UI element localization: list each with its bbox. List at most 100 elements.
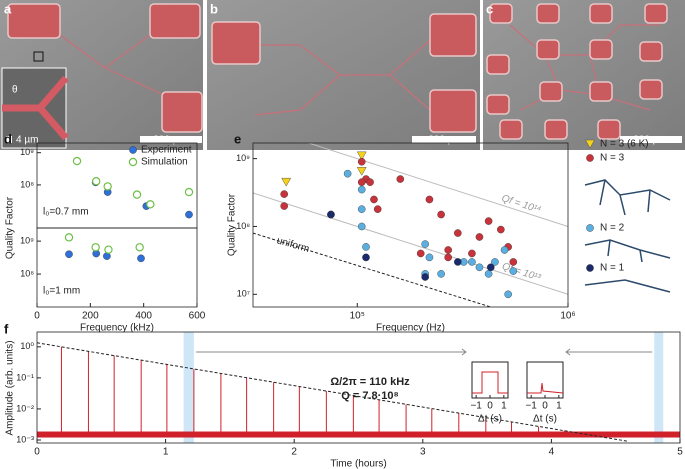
inset-frame	[471, 361, 509, 399]
pad	[211, 21, 261, 65]
noise-floor	[37, 431, 680, 438]
marker	[509, 267, 518, 275]
mode-sketch	[584, 179, 671, 216]
marker	[357, 157, 366, 166]
legend-label: N = 3	[600, 153, 625, 164]
marker	[373, 205, 382, 213]
marker	[444, 246, 452, 254]
highlight-window	[183, 332, 194, 443]
marker	[356, 167, 367, 176]
legend-label: Simulation	[141, 157, 188, 168]
marker	[104, 245, 113, 254]
marker	[491, 258, 499, 266]
y-tick-label: 10⁻²	[16, 403, 34, 413]
annotation: Q = 7.8·10⁸	[341, 390, 398, 402]
angle-label: θ	[12, 85, 18, 96]
marker	[585, 139, 595, 149]
marker	[280, 202, 289, 210]
pad	[149, 3, 201, 39]
plot-area	[253, 143, 568, 307]
axes-frame	[252, 142, 569, 308]
inset-label: Δt (s)	[478, 414, 502, 425]
x-axis-label: Time (hours)	[330, 459, 386, 469]
marker	[500, 246, 509, 254]
marker	[484, 270, 493, 278]
pad	[589, 81, 613, 102]
y-axis-label: Amplitude (arb. units)	[5, 340, 16, 435]
reference-line	[253, 192, 568, 295]
marker	[475, 233, 484, 241]
panel-label: c	[486, 1, 493, 16]
marker	[416, 249, 425, 258]
panel-label: d	[4, 131, 12, 146]
panel-label: f	[4, 321, 9, 336]
pad	[597, 119, 621, 140]
marker	[135, 243, 144, 252]
pad	[486, 94, 510, 115]
marker	[281, 177, 292, 187]
y-tick-label: 10⁸	[20, 179, 34, 189]
pad	[161, 91, 203, 133]
marker	[586, 154, 594, 162]
marker	[65, 250, 73, 259]
marker	[421, 240, 429, 248]
pad	[429, 13, 477, 57]
annotation: l₀=0.7 mm	[43, 207, 89, 218]
scale-bar	[620, 136, 682, 143]
pad	[429, 89, 477, 133]
scale-bar	[6, 136, 12, 143]
x-tick-label: 4	[549, 447, 555, 458]
uniform-line	[253, 232, 491, 307]
pad	[589, 3, 613, 24]
x-tick-label: 0	[34, 311, 40, 322]
marker	[586, 224, 594, 232]
marker	[343, 169, 352, 178]
marker	[132, 190, 142, 199]
x-tick-label: 600	[189, 311, 206, 322]
marker	[185, 210, 193, 219]
marker	[129, 146, 137, 154]
marker	[437, 210, 445, 219]
y-axis-label: Quality Factor	[5, 196, 16, 259]
y-axis-label: Quality Factor	[227, 193, 238, 256]
axes-frame	[36, 227, 198, 308]
marker	[103, 182, 112, 191]
scale-bar-label: 200 µm	[428, 135, 462, 146]
plot-area	[37, 332, 680, 443]
pad	[489, 3, 513, 24]
inset-tick-label: 0	[542, 401, 548, 412]
annotation: l₀=1 mm	[43, 286, 80, 297]
uniform-label: uniform	[275, 235, 310, 255]
marker	[362, 243, 370, 251]
marker	[128, 157, 138, 167]
x-tick-label: 10⁶	[560, 311, 575, 322]
marker	[468, 258, 476, 266]
arrow	[195, 348, 653, 356]
marker	[396, 175, 405, 183]
marker	[497, 225, 505, 234]
marker	[484, 217, 493, 225]
marker	[137, 254, 145, 263]
x-tick-label: 2	[291, 447, 297, 458]
legend-label: N = 2	[600, 223, 625, 234]
inset-tick-label: −1	[525, 401, 537, 412]
x-axis-label: Frequency (Hz)	[376, 323, 445, 334]
highlight-window	[654, 332, 664, 443]
pad	[499, 119, 523, 140]
pad	[486, 54, 510, 75]
inset-tick-label: 1	[501, 401, 507, 412]
inset-tick-label: 1	[556, 401, 562, 412]
pad	[639, 79, 663, 100]
marker	[468, 249, 476, 258]
y-tick-label: 10⁰	[20, 341, 34, 351]
marker	[421, 273, 429, 281]
x-tick-label: 5	[677, 447, 683, 458]
panel-label: e	[234, 131, 241, 146]
scale-bar-label: 4 µm	[16, 135, 38, 146]
y-tick-label: 10⁻¹	[16, 372, 34, 382]
inset-label: Δt (s)	[533, 414, 557, 425]
marker	[454, 229, 462, 237]
x-axis-label: Frequency (kHz)	[80, 323, 154, 334]
marker	[72, 156, 82, 166]
